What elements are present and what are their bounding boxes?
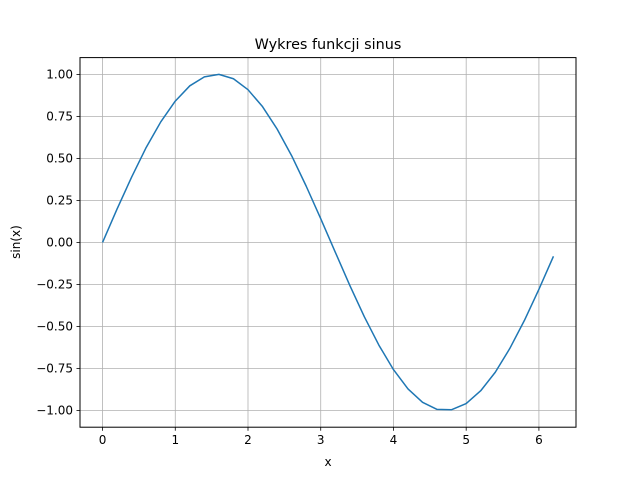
x-tick-label: 0 (99, 433, 107, 447)
x-axis-ticks: 0 1 2 3 4 5 6 (99, 427, 543, 447)
y-tick-label: −0.25 (36, 277, 73, 291)
y-tick-label: −1.00 (36, 403, 73, 417)
y-tick-label: −0.75 (36, 361, 73, 375)
y-axis-label: sin(x) (9, 225, 23, 259)
x-tick-label: 5 (462, 433, 470, 447)
y-tick-label: 0.00 (46, 235, 73, 249)
x-tick-label: 3 (317, 433, 325, 447)
y-tick-label: 0.75 (46, 109, 73, 123)
x-tick-label: 1 (171, 433, 179, 447)
plot-series (101, 73, 555, 411)
chart-title: Wykres funkcji sinus (255, 37, 402, 53)
y-tick-label: 0.50 (46, 151, 73, 165)
y-tick-label: −0.50 (36, 319, 73, 333)
x-tick-label: 2 (244, 433, 252, 447)
sine-series-line (101, 73, 555, 411)
y-axis-ticks: −1.00 −0.75 −0.50 −0.25 0.00 0.25 0.50 0.75 1.00 (36, 67, 80, 417)
x-tick-label: 6 (535, 433, 543, 447)
y-tick-label: 1.00 (46, 67, 73, 81)
x-axis-label: x (324, 455, 331, 469)
x-tick-label: 4 (390, 433, 398, 447)
y-tick-label: 0.25 (46, 193, 73, 207)
grid (80, 57, 576, 428)
